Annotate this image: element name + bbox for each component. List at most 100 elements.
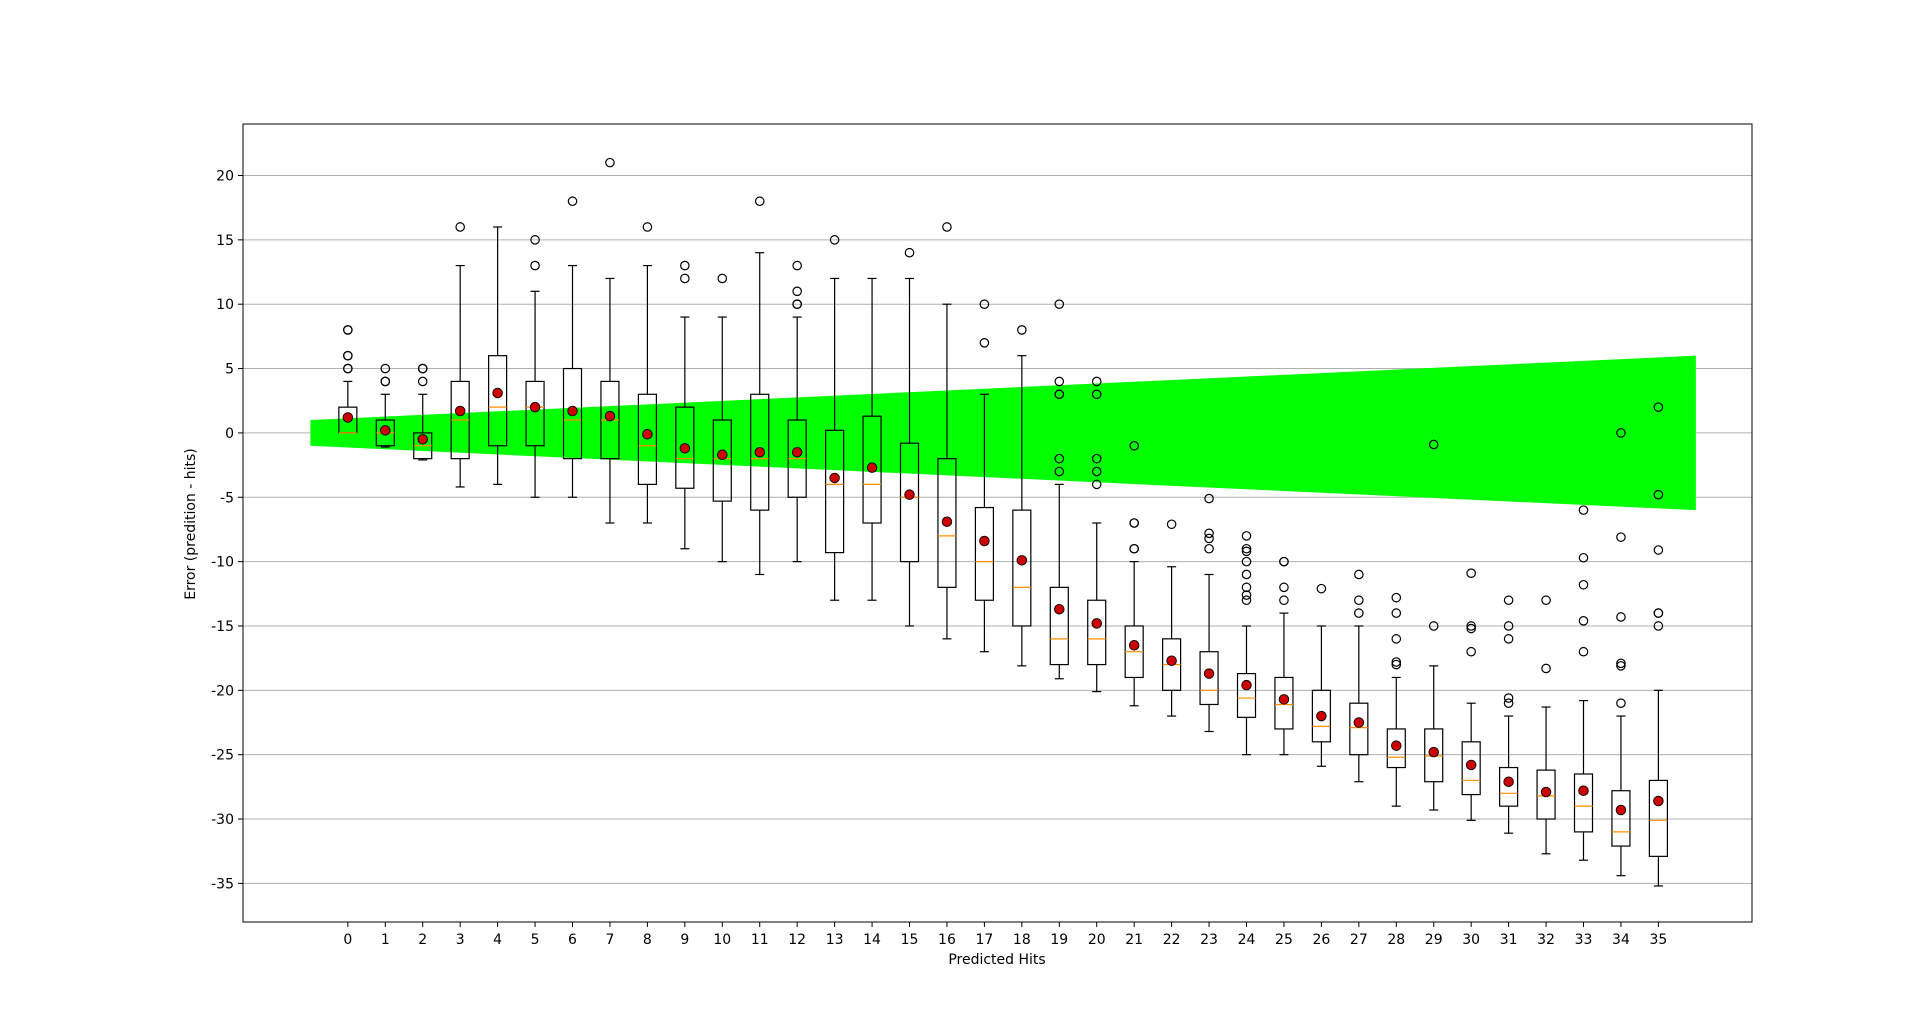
outlier-point	[1391, 659, 1402, 670]
outlier-point	[1241, 590, 1252, 600]
mean-marker	[1316, 710, 1327, 722]
outlier-point	[1466, 568, 1476, 578]
box-iqr	[937, 458, 957, 588]
box-iqr	[1311, 689, 1331, 743]
mean-marker	[904, 489, 915, 500]
box-iqr	[562, 367, 583, 460]
x-tick-label: 24	[1238, 932, 1256, 948]
x-tick-label: 8	[643, 932, 652, 948]
mean-marker	[1503, 776, 1514, 787]
mean-marker	[1653, 795, 1664, 807]
outlier-point	[1166, 519, 1177, 530]
y-tick-label: -15	[211, 619, 234, 635]
box-iqr	[1461, 741, 1481, 796]
outlier-point	[1279, 595, 1289, 606]
mean-marker	[754, 446, 765, 458]
outlier-point	[1466, 646, 1476, 657]
mean-marker	[941, 516, 953, 527]
x-tick-label: 29	[1425, 932, 1443, 948]
x-tick-label: 16	[938, 932, 956, 948]
mean-marker	[979, 535, 990, 547]
box-group	[1124, 440, 1144, 707]
x-tick-label: 21	[1125, 932, 1143, 948]
outlier-point	[1503, 621, 1514, 631]
box-group	[1424, 439, 1444, 811]
box-iqr	[750, 393, 770, 511]
outlier-point	[1091, 389, 1102, 400]
tolerance-band	[310, 355, 1696, 511]
box-iqr	[1499, 766, 1519, 807]
box-iqr	[525, 380, 545, 447]
x-tick-label: 5	[531, 932, 540, 948]
mean-marker	[1054, 603, 1065, 615]
outlier-point	[1241, 546, 1252, 557]
outlier-point	[1279, 582, 1289, 593]
box-group	[899, 247, 920, 627]
outlier-point	[1241, 569, 1252, 580]
box-group	[1461, 568, 1481, 821]
mean-marker	[492, 387, 503, 399]
mean-marker	[417, 434, 428, 445]
x-tick-label: 6	[568, 932, 577, 948]
outlier-point	[417, 376, 428, 387]
box-iqr	[1236, 672, 1257, 718]
mean-marker	[1465, 759, 1477, 771]
x-tick-label: 31	[1500, 932, 1518, 948]
box-iqr	[1536, 769, 1556, 820]
mean-marker	[679, 443, 691, 454]
outlier-point	[1578, 552, 1589, 563]
box-iqr	[675, 406, 695, 489]
outlier-point	[1653, 621, 1664, 631]
mean-marker	[866, 462, 878, 473]
x-tick-label: 14	[863, 932, 881, 948]
outlier-point	[1204, 493, 1214, 504]
box-iqr	[862, 415, 882, 524]
mean-marker	[1203, 668, 1215, 679]
outlier-point	[1017, 325, 1027, 335]
box-group	[974, 299, 994, 653]
x-tick-label: 20	[1088, 932, 1106, 948]
outlier-point	[1279, 556, 1289, 567]
outlier-point	[1653, 489, 1664, 500]
box-iqr	[899, 442, 920, 563]
mean-marker	[342, 412, 354, 423]
box-group	[1611, 428, 1631, 877]
x-tick-label: 2	[418, 932, 427, 948]
outlier-point	[1616, 661, 1626, 671]
outlier-point	[1653, 608, 1664, 618]
y-tick-label: -35	[211, 876, 234, 892]
box-group	[1311, 583, 1331, 767]
x-tick-label: 1	[381, 932, 390, 948]
mean-marker	[829, 472, 840, 484]
outlier-point	[1054, 389, 1065, 400]
outlier-point	[1241, 582, 1252, 593]
y-tick-label: -25	[211, 748, 234, 764]
outlier-point	[343, 350, 353, 361]
x-axis-label: Predicted Hits	[948, 952, 1045, 968]
outlier-point	[380, 376, 391, 387]
outlier-point	[1129, 518, 1139, 528]
box-iqr	[1386, 728, 1406, 769]
outlier-point	[1204, 533, 1214, 544]
outlier-point	[979, 299, 990, 309]
mean-marker	[1578, 785, 1589, 796]
mean-marker	[1278, 694, 1290, 705]
mean-marker	[1353, 717, 1365, 728]
outlier-point	[1541, 595, 1551, 606]
outlier-point	[979, 338, 990, 348]
outlier-point	[1616, 532, 1626, 542]
outlier-point	[1428, 621, 1439, 631]
box-group	[1349, 569, 1369, 783]
outlier-point	[1578, 616, 1589, 626]
box-group	[862, 277, 882, 601]
outlier-point	[1428, 439, 1439, 450]
outlier-point	[567, 196, 578, 207]
box-group	[1499, 595, 1519, 834]
box-group	[338, 325, 358, 434]
box-group	[488, 226, 508, 485]
outlier-point	[1391, 634, 1402, 644]
outlier-point	[717, 273, 728, 284]
outlier-point	[1091, 376, 1102, 387]
